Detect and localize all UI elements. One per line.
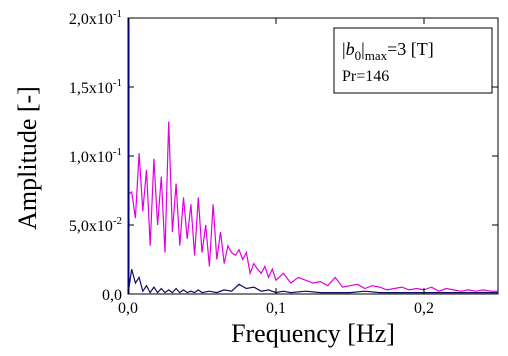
- x-tick-label-0: 0,0: [118, 300, 138, 317]
- ticks-layer: 0,0 0,1 0,2 0,0 5,0x10-2 1,0x10-1 1,5x10-1 2,0x…: [69, 8, 498, 317]
- y-tick-label-0: 0,0: [102, 287, 122, 304]
- legend-var: b: [346, 39, 355, 59]
- x-tick-label-1: 0,1: [266, 300, 286, 317]
- y-tick-label-1: 5,0x10-2: [69, 215, 122, 235]
- y-axis-title: Amplitude [-]: [13, 86, 42, 230]
- y-tick-label-2: 1,0x10-1: [69, 146, 122, 166]
- legend-value: =3 [T]: [387, 39, 434, 59]
- legend-box: [333, 27, 493, 94]
- x-tick-label-2: 0,2: [414, 300, 434, 317]
- legend-line-pr: Pr=146: [342, 68, 389, 85]
- legend-sub-max: max: [365, 48, 388, 63]
- y-tick-label-3: 1,5x10-1: [69, 77, 122, 97]
- legend-line-bmax: |b0|max=3 [T]: [342, 39, 434, 63]
- series-line-1: [127, 121, 498, 292]
- legend-sub0: 0: [355, 48, 362, 63]
- legend-bar-right: |: [361, 39, 365, 59]
- legend: |b0|max=3 [T] Pr=146: [333, 27, 493, 94]
- legend-bar-left: |: [342, 39, 346, 59]
- x-axis-title: Frequency [Hz]: [231, 319, 395, 348]
- series-line-2: [127, 269, 498, 295]
- y-tick-label-4: 2,0x10-1: [69, 8, 122, 28]
- series-layer: [127, 121, 498, 295]
